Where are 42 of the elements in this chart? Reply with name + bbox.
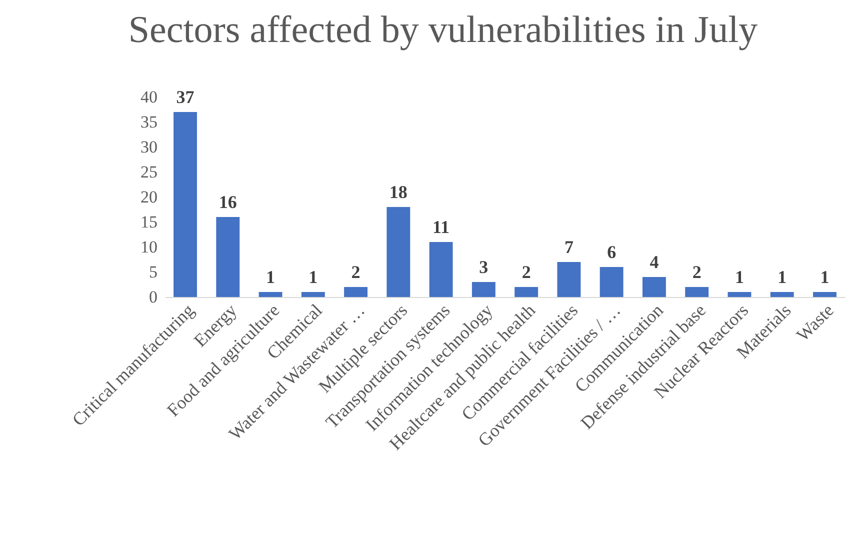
data-label: 1 [266, 267, 276, 287]
data-label: 7 [564, 237, 574, 257]
data-label: 3 [479, 257, 488, 277]
bar [301, 292, 325, 297]
bar [770, 292, 794, 297]
bar [472, 282, 496, 297]
bar [813, 292, 836, 297]
bar [386, 207, 410, 297]
data-label: 6 [607, 242, 616, 262]
data-label: 1 [778, 267, 787, 287]
data-label: 1 [734, 267, 744, 287]
y-tick-label: 40 [140, 88, 158, 106]
y-tick-label: 0 [149, 288, 158, 306]
y-tick-label: 20 [140, 188, 158, 206]
data-label: 1 [308, 267, 318, 287]
y-tick-label: 15 [140, 212, 158, 232]
data-label: 2 [351, 262, 360, 282]
data-label: 2 [522, 262, 531, 282]
bar [216, 217, 240, 297]
bar [174, 112, 197, 297]
data-label: 4 [650, 252, 659, 272]
bar [557, 262, 581, 297]
bar [642, 277, 666, 297]
y-tick-label: 10 [140, 238, 158, 256]
bar [344, 287, 368, 297]
y-tick-label: 30 [140, 138, 158, 156]
bar [728, 292, 752, 297]
data-label: 11 [432, 217, 450, 237]
y-tick-label: 25 [140, 162, 158, 182]
y-tick-label: 5 [149, 262, 158, 282]
bar [514, 287, 538, 297]
data-label: 18 [389, 182, 408, 202]
data-label: 2 [692, 262, 702, 282]
chart-title: Sectors affected by vulnerabilities in July [128, 9, 758, 51]
bar [258, 292, 282, 297]
data-label: 37 [176, 87, 194, 107]
y-tick-label: 35 [140, 112, 158, 132]
bar [600, 267, 624, 297]
data-label: 1 [820, 267, 830, 287]
bar [429, 242, 453, 297]
bar [685, 287, 709, 297]
data-label: 16 [218, 192, 237, 212]
